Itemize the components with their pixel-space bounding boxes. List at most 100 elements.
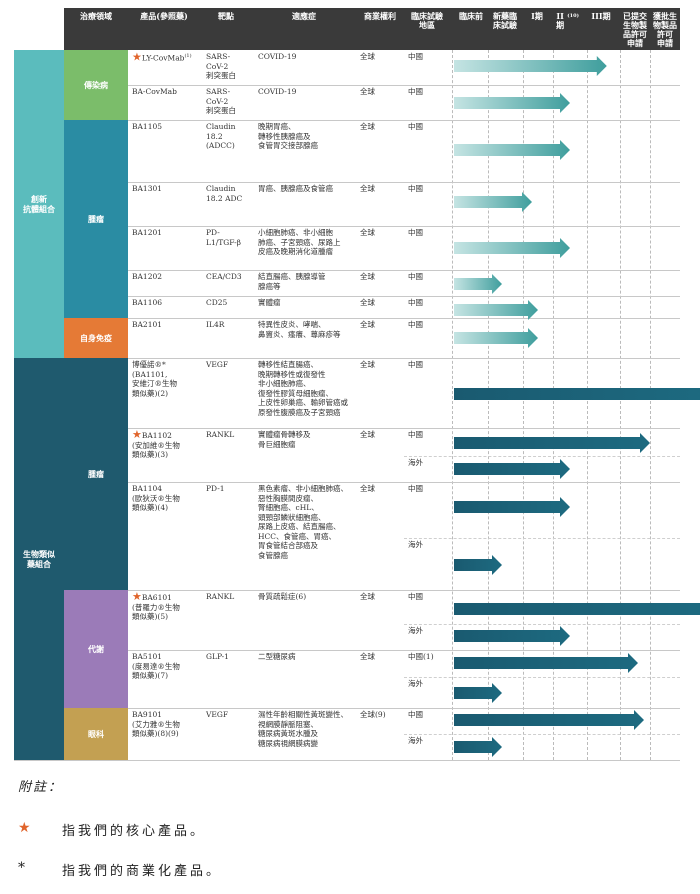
product-label: BA-CovMab <box>132 87 177 96</box>
header-phase2-label: II期 <box>556 11 565 30</box>
product-label: 博優諾®* (BA1101, 安維汀®生物 類似藥)(2) <box>132 360 177 398</box>
header-bla: 已提交 生物製 品許可 申請 <box>623 11 647 48</box>
indication: 晚期胃癌、 轉移性胰腺癌及 食管胃交接部腺癌 <box>258 122 318 150</box>
header-ind: 新藥臨 床試驗 <box>493 11 517 30</box>
stage-arrow <box>454 626 570 646</box>
product-name: ★BA1102 (安加維®生物 類似藥)(3) <box>132 428 202 460</box>
product-name: ★BA6101 (普羅力®生物 類似藥)(5) <box>132 590 202 622</box>
product-name: BA9101 (艾力雅®生物 類似藥)(8)(9) <box>132 710 202 739</box>
indication: 結直腸癌、胰腺導管 腺癌等 <box>258 272 326 291</box>
trial-region: 中國 <box>408 320 423 329</box>
row-divider <box>128 296 680 297</box>
target: VEGF <box>206 710 229 719</box>
stage-arrow <box>454 459 570 479</box>
trial-region: 中國 <box>408 184 423 193</box>
asterisk-symbol: * <box>18 860 25 876</box>
trial-region: 中國 <box>408 592 423 601</box>
grid-line <box>452 50 453 760</box>
stage-arrow <box>454 683 502 703</box>
product-label: BA1105 <box>132 122 163 131</box>
product-name: 博優諾®* (BA1101, 安維汀®生物 類似藥)(2) <box>132 360 202 398</box>
target: RANKL <box>206 592 235 601</box>
commercial-rights: 全球(9) <box>360 710 386 719</box>
row-divider <box>128 318 680 319</box>
grid-line <box>650 50 651 760</box>
stage-arrow <box>454 497 570 517</box>
band-novel-antibody: 創新 抗體組合 <box>14 50 64 358</box>
commercial-rights: 全球 <box>360 652 375 661</box>
header-indication: 適應症 <box>292 11 316 21</box>
star-icon: ★ <box>132 50 142 64</box>
product-name: BA1202 <box>132 272 202 282</box>
row-subdivider <box>404 624 680 625</box>
target: CD25 <box>206 298 228 307</box>
grid-line <box>587 50 588 760</box>
stage-arrow <box>454 433 650 453</box>
table-header <box>64 8 680 50</box>
target: RANKL <box>206 430 235 439</box>
trial-region-2: 海外 <box>408 679 423 688</box>
commercial-rights: 全球 <box>360 228 375 237</box>
target: GLP-1 <box>206 652 229 661</box>
trial-region: 中國 <box>408 87 423 96</box>
product-name: BA1301 <box>132 184 202 194</box>
row-divider <box>128 270 680 271</box>
commercial-rights: 全球 <box>360 122 375 131</box>
row-divider <box>128 650 680 651</box>
grid-line <box>488 50 489 760</box>
notes-title: 附註： <box>18 780 64 795</box>
commercial-rights: 全球 <box>360 298 375 307</box>
trial-region: 中國 <box>408 484 423 493</box>
target: Claudin 18.2 ADC <box>206 184 243 203</box>
product-label: BA1106 <box>132 298 163 307</box>
indication: 轉移性結直腸癌、 晚期轉移性或復發性 非小細胞肺癌、 復發性膠質母細胞瘤、 上皮… <box>258 360 348 417</box>
target: PD- L1/TGF-β <box>206 228 242 247</box>
commercial-rights: 全球 <box>360 272 375 281</box>
indication: 實體瘤 <box>258 298 281 307</box>
stage-arrow <box>454 328 538 348</box>
header-phase2-sup: (10) <box>567 13 579 19</box>
stage-arrow <box>454 192 532 212</box>
band-ophthalmology: 眼科 <box>64 708 128 760</box>
product-label: BA9101 (艾力雅®生物 類似藥)(8)(9) <box>132 710 180 738</box>
star-icon: ★ <box>132 590 142 603</box>
band-biosimilar: 生物類似 藥組合 <box>14 358 64 760</box>
stage-arrow <box>454 93 570 113</box>
product-label: BA1104 (歐狄沃®生物 類似藥)(4) <box>132 484 180 512</box>
row-subdivider <box>404 538 680 539</box>
header-area: 治療領域 <box>80 11 112 21</box>
commercial-rights: 全球 <box>360 360 375 369</box>
indication: 二型糖尿病 <box>258 652 296 661</box>
stage-arrow <box>454 599 700 619</box>
commercial-rights: 全球 <box>360 320 375 329</box>
indication: COVID-19 <box>258 52 297 61</box>
row-divider <box>128 182 680 183</box>
target: VEGF <box>206 360 229 369</box>
star-icon: ★ <box>132 428 142 441</box>
header-phase2: II期 (10) <box>553 8 579 50</box>
product-name: BA5101 (度易達®生物 類似藥)(7) <box>132 652 202 681</box>
band-oncology: 腫瘤 <box>64 120 128 318</box>
product-name: BA1105 <box>132 122 202 132</box>
indication: 特異性皮炎、哮喘、 鼻竇炎、瘙癢、蕁麻疹等 <box>258 320 341 339</box>
product-name: BA1106 <box>132 298 202 308</box>
indication: COVID-19 <box>258 87 297 96</box>
trial-region: 中國 <box>408 430 423 439</box>
header-phase1: I期 <box>531 11 543 21</box>
trial-region-2: 海外 <box>408 626 423 635</box>
grid-line <box>620 50 621 760</box>
header-target: 靶點 <box>218 11 234 21</box>
trial-region: 中國 <box>408 272 423 281</box>
product-label: BA2101 <box>132 320 163 329</box>
row-divider <box>128 120 680 121</box>
target: CEA/CD3 <box>206 272 242 281</box>
row-divider <box>128 428 680 429</box>
header-product: 產品(參照藥) <box>140 11 188 21</box>
target: SARS- CoV-2 刺突蛋白 <box>206 52 236 80</box>
header-phase3: III期 <box>591 11 611 21</box>
product-name: BA-CovMab <box>132 87 202 97</box>
trial-region: 中國 <box>408 710 423 719</box>
trial-region: 中國 <box>408 52 423 61</box>
